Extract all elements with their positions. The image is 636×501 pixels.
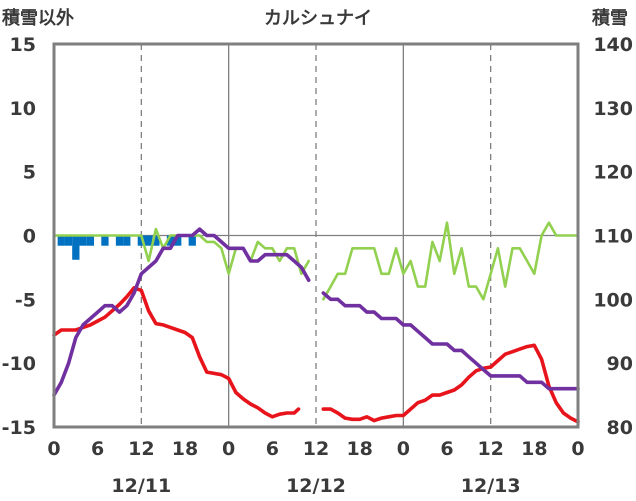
x-tick-label: 18 <box>346 438 372 460</box>
right-tick-label: 130 <box>593 98 633 120</box>
precip-bar <box>137 235 145 246</box>
x-tick-label: 12 <box>303 438 329 460</box>
precip-bar <box>152 235 160 246</box>
precip-bar <box>86 235 95 246</box>
left-tick-label: 15 <box>10 34 36 56</box>
right-tick-label: 90 <box>607 353 633 375</box>
x-tick-label: 6 <box>440 438 453 460</box>
left-tick-label: -10 <box>2 353 36 375</box>
precip-bar <box>174 235 182 246</box>
x-tick-label: 12 <box>128 438 154 460</box>
plot-frame <box>52 42 580 429</box>
precipitation-bars <box>57 235 196 260</box>
temperature-line <box>52 286 580 424</box>
precip-bar <box>72 235 80 260</box>
chart-title: カルシュナイ <box>264 8 372 29</box>
x-tick-label: 12 <box>477 438 503 460</box>
x-tick-label: 0 <box>397 438 410 460</box>
precip-bar <box>144 235 153 246</box>
x-tick-label: 18 <box>172 438 198 460</box>
right-tick-label: 120 <box>593 162 633 184</box>
x-tick-label: 18 <box>521 438 547 460</box>
right-tick-label: 110 <box>593 226 633 248</box>
date-label: 12/13 <box>461 475 521 497</box>
left-tick-label: 0 <box>23 226 36 248</box>
x-tick-label: 6 <box>266 438 279 460</box>
precip-bar <box>101 235 109 246</box>
precip-bar <box>64 235 73 246</box>
x-tick-label: 6 <box>91 438 104 460</box>
precip-bar <box>115 235 124 246</box>
right-axis-label: 積雪 <box>591 7 628 29</box>
left-tick-label: -15 <box>2 417 36 439</box>
left-axis-label: 積雪以外 <box>1 7 74 29</box>
right-tick-label: 80 <box>607 417 633 439</box>
precip-bar <box>123 235 131 246</box>
x-tick-label: 0 <box>571 438 584 460</box>
snow-depth-line <box>52 227 580 397</box>
right-tick-label: 100 <box>593 289 633 311</box>
precip-bar <box>79 235 87 246</box>
left-tick-label: 10 <box>10 98 36 120</box>
right-tick-label: 140 <box>593 34 633 56</box>
precip-bar <box>188 235 196 246</box>
precip-bar <box>166 235 175 246</box>
precip-bar <box>57 235 65 246</box>
date-label: 12/12 <box>286 475 346 497</box>
data-lines <box>52 221 580 424</box>
x-tick-label: 0 <box>47 438 60 460</box>
left-tick-label: 5 <box>23 162 36 184</box>
x-tick-label: 0 <box>222 438 235 460</box>
left-tick-label: -5 <box>15 289 36 311</box>
date-label: 12/11 <box>111 475 171 497</box>
